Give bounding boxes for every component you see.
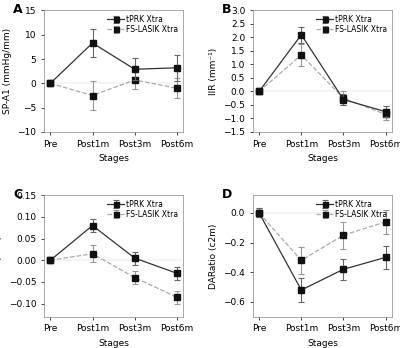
- X-axis label: Stages: Stages: [307, 154, 338, 163]
- Legend: tPRK Xtra, FS-LASIK Xtra: tPRK Xtra, FS-LASIK Xtra: [107, 14, 179, 35]
- Y-axis label: SP-A1 (mmHg/mm): SP-A1 (mmHg/mm): [3, 28, 12, 114]
- X-axis label: Stages: Stages: [98, 339, 129, 348]
- Legend: tPRK Xtra, FS-LASIK Xtra: tPRK Xtra, FS-LASIK Xtra: [316, 14, 388, 35]
- X-axis label: Stages: Stages: [307, 339, 338, 348]
- Y-axis label: DARatio (c2m): DARatio (c2m): [209, 223, 218, 288]
- Legend: tPRK Xtra, FS-LASIK Xtra: tPRK Xtra, FS-LASIK Xtra: [107, 199, 179, 220]
- Text: C: C: [13, 188, 22, 201]
- X-axis label: Stages: Stages: [98, 154, 129, 163]
- Y-axis label: IIR (mm⁻¹): IIR (mm⁻¹): [209, 48, 218, 95]
- Text: D: D: [222, 188, 232, 201]
- Text: A: A: [13, 3, 23, 16]
- Legend: tPRK Xtra, FS-LASIK Xtra: tPRK Xtra, FS-LASIK Xtra: [316, 199, 388, 220]
- Y-axis label: DA (mm): DA (mm): [0, 236, 3, 276]
- Text: B: B: [222, 3, 232, 16]
